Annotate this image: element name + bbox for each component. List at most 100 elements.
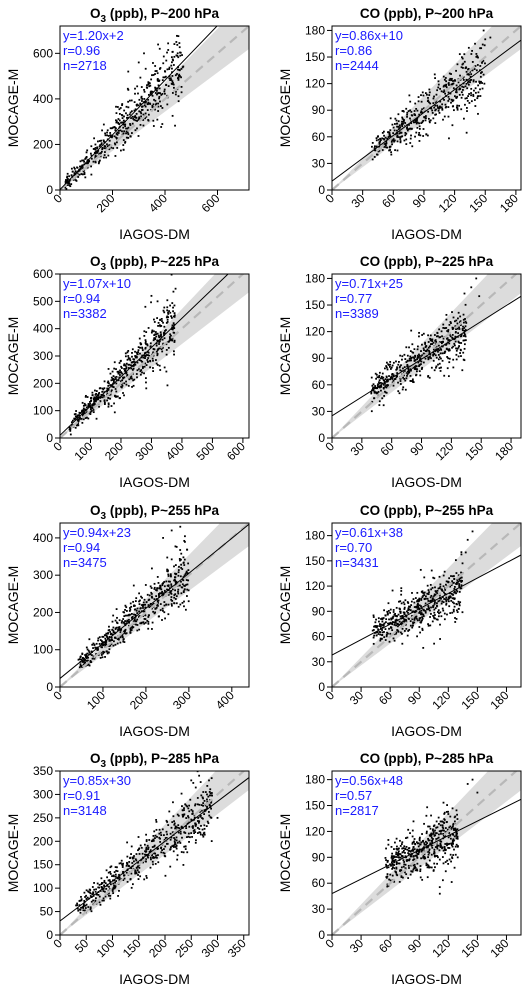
data-point: [142, 124, 145, 127]
data-point: [411, 351, 414, 354]
data-point: [414, 610, 417, 613]
data-point: [378, 371, 381, 374]
data-point: [409, 375, 412, 377]
data-point: [166, 321, 169, 323]
data-point: [84, 157, 87, 160]
data-point: [81, 159, 84, 162]
data-point: [408, 858, 411, 861]
data-point: [457, 346, 460, 349]
data-point: [444, 588, 447, 591]
data-point: [134, 871, 137, 873]
data-point: [134, 350, 136, 353]
data-point: [165, 580, 168, 583]
data-point: [152, 62, 154, 64]
data-point: [421, 613, 424, 616]
data-point: [84, 909, 86, 912]
data-point: [419, 134, 422, 137]
data-point: [392, 857, 395, 859]
data-point: [149, 850, 152, 853]
data-point: [437, 80, 440, 83]
data-point: [442, 834, 445, 837]
data-point: [423, 598, 426, 601]
data-point: [446, 367, 449, 370]
data-point: [413, 606, 416, 608]
data-point: [208, 794, 211, 797]
data-point: [144, 342, 147, 345]
data-point: [93, 396, 96, 399]
data-point: [437, 358, 440, 361]
data-point: [124, 123, 127, 126]
data-point: [140, 369, 143, 371]
data-point: [447, 581, 450, 584]
data-point: [81, 164, 83, 167]
data-point: [183, 809, 185, 811]
data-point: [126, 131, 129, 134]
data-point: [444, 861, 447, 863]
x-tick-label: 200: [102, 439, 126, 463]
data-point: [170, 575, 172, 578]
data-point: [436, 604, 438, 607]
data-point: [78, 658, 81, 660]
data-point: [396, 135, 399, 138]
x-tick-label: 100: [84, 688, 108, 712]
data-point: [202, 797, 204, 800]
data-point: [147, 856, 149, 859]
data-point: [118, 362, 121, 364]
data-point: [206, 800, 209, 803]
data-point: [198, 828, 201, 830]
data-point: [171, 114, 174, 117]
data-point: [433, 577, 436, 580]
data-point: [413, 617, 416, 620]
data-point: [193, 814, 196, 817]
data-point: [424, 357, 427, 360]
data-point: [80, 906, 82, 909]
data-point: [94, 161, 97, 164]
data-point: [371, 158, 374, 161]
data-point: [181, 815, 184, 818]
data-point: [89, 907, 92, 910]
data-point: [416, 348, 419, 351]
data-point: [420, 368, 423, 370]
data-point: [426, 350, 428, 353]
data-point: [372, 642, 375, 645]
data-point: [453, 344, 456, 347]
panel-title: CO (ppb), P~285 hPa: [360, 751, 494, 766]
data-point: [176, 34, 178, 37]
data-point: [410, 855, 413, 858]
data-point: [131, 857, 134, 860]
data-point: [428, 349, 430, 352]
data-point: [433, 862, 436, 865]
data-point: [396, 845, 398, 848]
data-point: [68, 428, 71, 431]
data-point: [109, 631, 112, 633]
data-point: [81, 409, 84, 412]
data-point: [420, 363, 422, 366]
data-point: [159, 100, 161, 103]
data-point: [180, 85, 183, 88]
data-point: [66, 172, 69, 175]
data-point: [124, 604, 127, 607]
data-point: [431, 343, 434, 345]
data-point: [101, 148, 104, 151]
data-point: [431, 599, 434, 601]
data-point: [438, 849, 441, 852]
data-point: [399, 138, 402, 140]
data-point: [93, 137, 96, 140]
data-point: [121, 379, 124, 382]
data-point: [194, 822, 197, 825]
data-point: [390, 861, 393, 864]
data-point: [156, 317, 159, 319]
x-tick-label: 60: [379, 191, 399, 211]
data-point: [420, 841, 423, 844]
y-tick-label: 150: [305, 799, 325, 813]
data-point: [454, 335, 457, 338]
data-point: [436, 89, 439, 92]
data-point: [370, 376, 373, 379]
data-point: [152, 103, 155, 106]
one-to-one-line: [332, 771, 518, 935]
data-point: [99, 890, 102, 892]
data-point: [378, 625, 381, 627]
data-point: [370, 392, 373, 395]
data-point: [450, 881, 453, 883]
data-point: [129, 856, 132, 859]
